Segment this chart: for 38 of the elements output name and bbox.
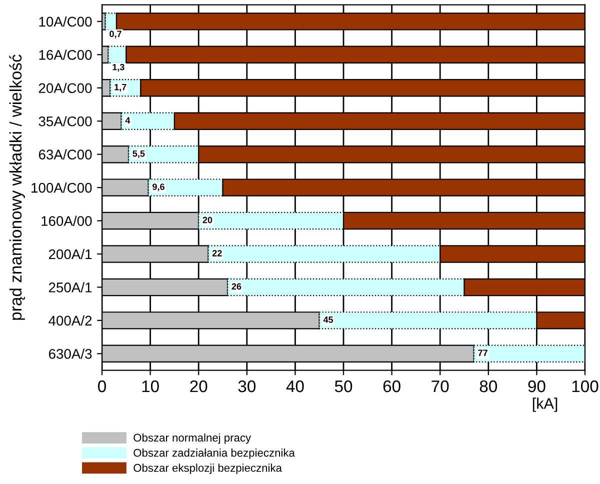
y-tick-label: 400A/2 [48,315,92,326]
data-label: 5,5 [132,150,145,158]
y-axis-title: prąd znamionowy wkładki / wielkość [9,54,25,320]
data-label: 9,6 [152,184,164,192]
y-tick-label: 63A/C00 [38,149,92,160]
y-tick-label: 20A/C00 [38,82,92,94]
legend-label: Obszar zadziałania bezpiecznika [134,448,295,459]
x-tick-label: 10 [142,380,159,392]
y-tick-label: 250A/1 [48,282,92,292]
y-tick-label: 100A/C00 [32,182,92,193]
x-tick-label: 0 [98,380,106,392]
legend-label: Obszar normalnej pracy [134,433,252,444]
data-label: 77 [478,350,488,356]
x-tick-label: 30 [238,380,256,392]
y-tick-label: 630A/3 [48,348,92,359]
y-tick-label: 16A/C00 [39,50,92,60]
data-label: 4 [125,117,130,124]
x-tick-label: 20 [190,380,208,392]
data-label: 26 [232,283,242,290]
y-tick-label: 200A/1 [48,248,92,260]
data-label: 20 [202,216,212,224]
x-tick-label: 60 [383,380,400,392]
y-tick-label: 35A/C00 [38,116,92,126]
data-label: 1,7 [114,84,126,92]
x-tick-label: 50 [334,380,352,392]
x-tick-label: 90 [528,380,546,392]
x-tick-label: 100 [572,380,598,392]
y-tick-label: 10A/C00 [39,16,92,27]
data-label: 22 [212,250,222,256]
x-tick-label: 80 [480,380,498,392]
data-label: 45 [323,316,334,323]
data-label: 1,3 [112,64,124,72]
x-tick-label: 40 [286,380,304,392]
data-label: 0,7 [110,30,122,38]
legend-label: Obszar eksplozji bezpiecznika [134,464,282,474]
x-tick-label: 70 [432,380,449,392]
x-axis-title: [kA] [532,398,558,412]
y-tick-label: 160A/00 [42,216,92,226]
